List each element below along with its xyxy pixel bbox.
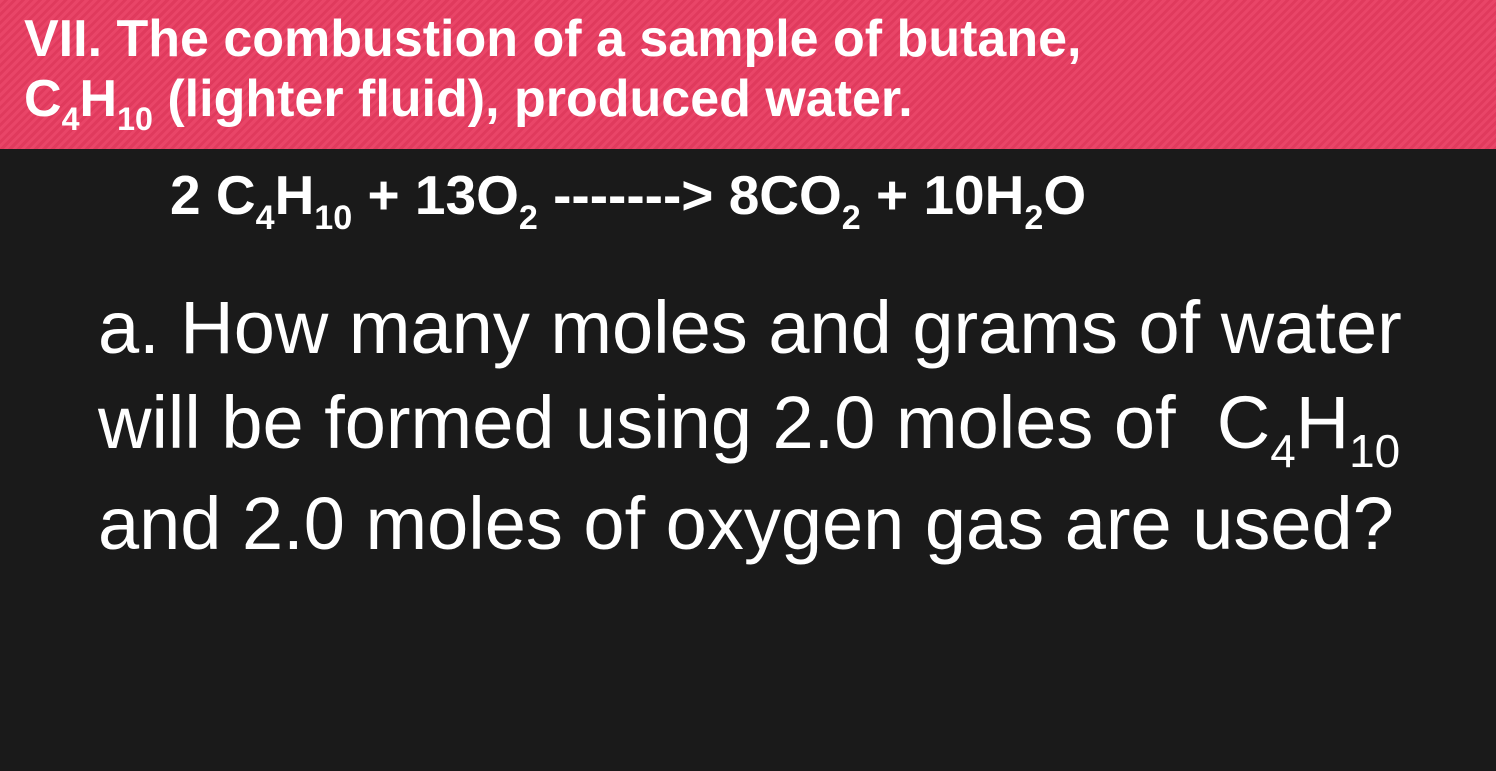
eq-c: C <box>216 164 256 226</box>
header-formula-c: C <box>24 70 62 128</box>
eq-co: CO <box>759 164 842 226</box>
eq-plus2: + <box>861 164 924 226</box>
header-text: VII. The combustion of a sample of butan… <box>24 10 1472 135</box>
eq-sub4: 4 <box>256 199 275 237</box>
eq-coef-3: 8 <box>729 164 760 226</box>
question-sub4: 4 <box>1270 425 1296 477</box>
eq-h: H <box>275 164 315 226</box>
eq-arrow: -------> <box>538 164 729 226</box>
question-text: a. How many moles and grams of water wil… <box>0 235 1496 572</box>
header-sub-10: 10 <box>117 101 153 137</box>
question-c: C <box>1217 381 1270 464</box>
question-part2: and 2.0 moles of oxygen gas are used? <box>98 482 1394 565</box>
eq-h2: H <box>985 164 1025 226</box>
eq-coef-2: 13 <box>415 164 476 226</box>
eq-o: O <box>476 164 519 226</box>
question-h: H <box>1296 381 1349 464</box>
eq-sub2a: 2 <box>519 199 538 237</box>
slide-header: VII. The combustion of a sample of butan… <box>0 0 1496 149</box>
header-formula-h: H <box>80 70 118 128</box>
eq-plus1: + <box>352 164 415 226</box>
question-sub10: 10 <box>1349 425 1400 477</box>
eq-o2: O <box>1043 164 1086 226</box>
eq-coef-1: 2 <box>170 164 216 226</box>
question-part1: a. How many moles and grams of water wil… <box>98 286 1402 464</box>
header-line1: VII. The combustion of a sample of butan… <box>24 10 1081 68</box>
chemical-equation: 2 C4H10 + 13O2 -------> 8CO2 + 10H2O <box>0 149 1496 235</box>
eq-sub2c: 2 <box>1024 199 1043 237</box>
header-sub-4: 4 <box>62 101 80 137</box>
eq-sub10: 10 <box>314 199 352 237</box>
header-suffix: (lighter fluid), produced water. <box>153 70 913 128</box>
eq-sub2b: 2 <box>842 199 861 237</box>
eq-coef-4: 10 <box>923 164 984 226</box>
